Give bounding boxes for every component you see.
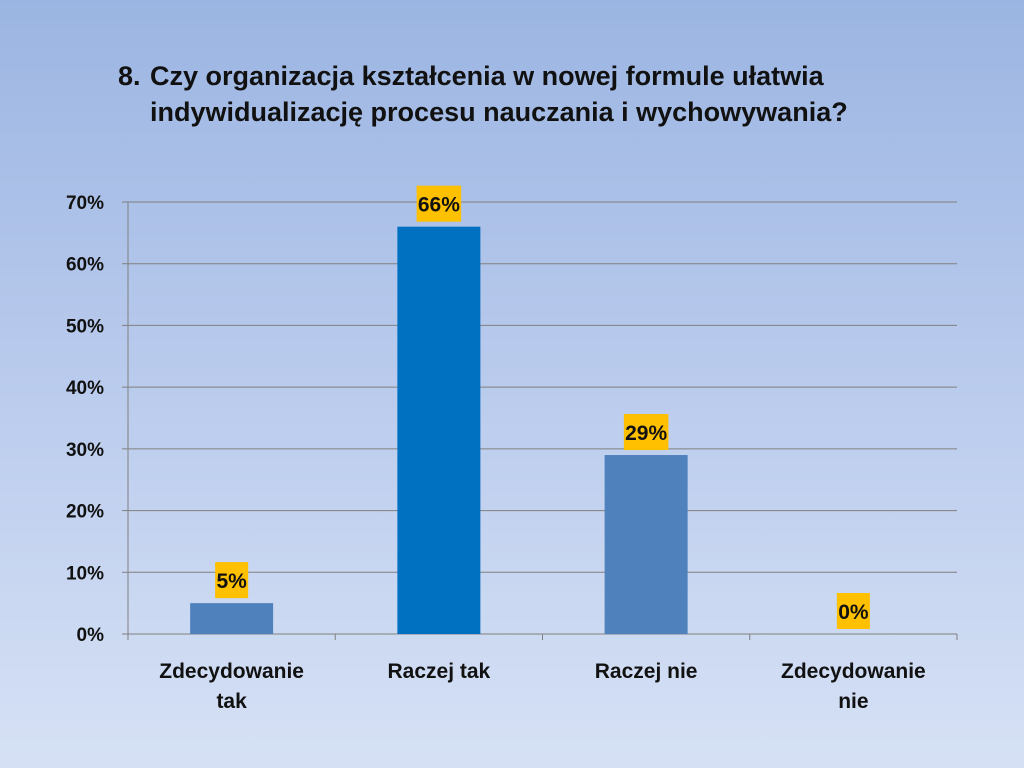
data-label: 66% [418, 194, 460, 217]
x-category-label: Zdecydowanie [781, 660, 926, 683]
bar [190, 603, 274, 634]
bar [397, 226, 481, 634]
data-label-box [416, 185, 462, 222]
x-category-label: Raczej nie [595, 660, 698, 683]
data-label: 0% [838, 601, 869, 624]
bar [604, 455, 688, 634]
title-number: 8. [118, 61, 141, 91]
y-tick-label: 40% [66, 378, 104, 399]
x-category-label: tak [216, 690, 247, 713]
x-category-label: Zdecydowanie [159, 660, 304, 683]
data-label-box [836, 593, 870, 629]
title-text: Czy organizacja kształcenia w nowej form… [150, 61, 848, 127]
x-category-label: nie [838, 690, 868, 713]
y-tick-label: 30% [66, 440, 104, 461]
y-tick-label: 50% [66, 316, 104, 337]
slide-title: 8. Czy organizacja kształcenia w nowej f… [118, 58, 938, 130]
y-tick-label: 70% [66, 193, 104, 214]
x-category-label: Raczej tak [388, 660, 491, 683]
y-tick-label: 10% [66, 563, 104, 584]
y-tick-label: 60% [66, 255, 104, 276]
y-tick-label: 0% [77, 625, 105, 646]
data-label-box [215, 562, 249, 599]
y-tick-label: 20% [66, 502, 104, 523]
data-label-box [623, 414, 669, 451]
data-label: 5% [216, 570, 247, 593]
data-label: 29% [625, 422, 667, 445]
